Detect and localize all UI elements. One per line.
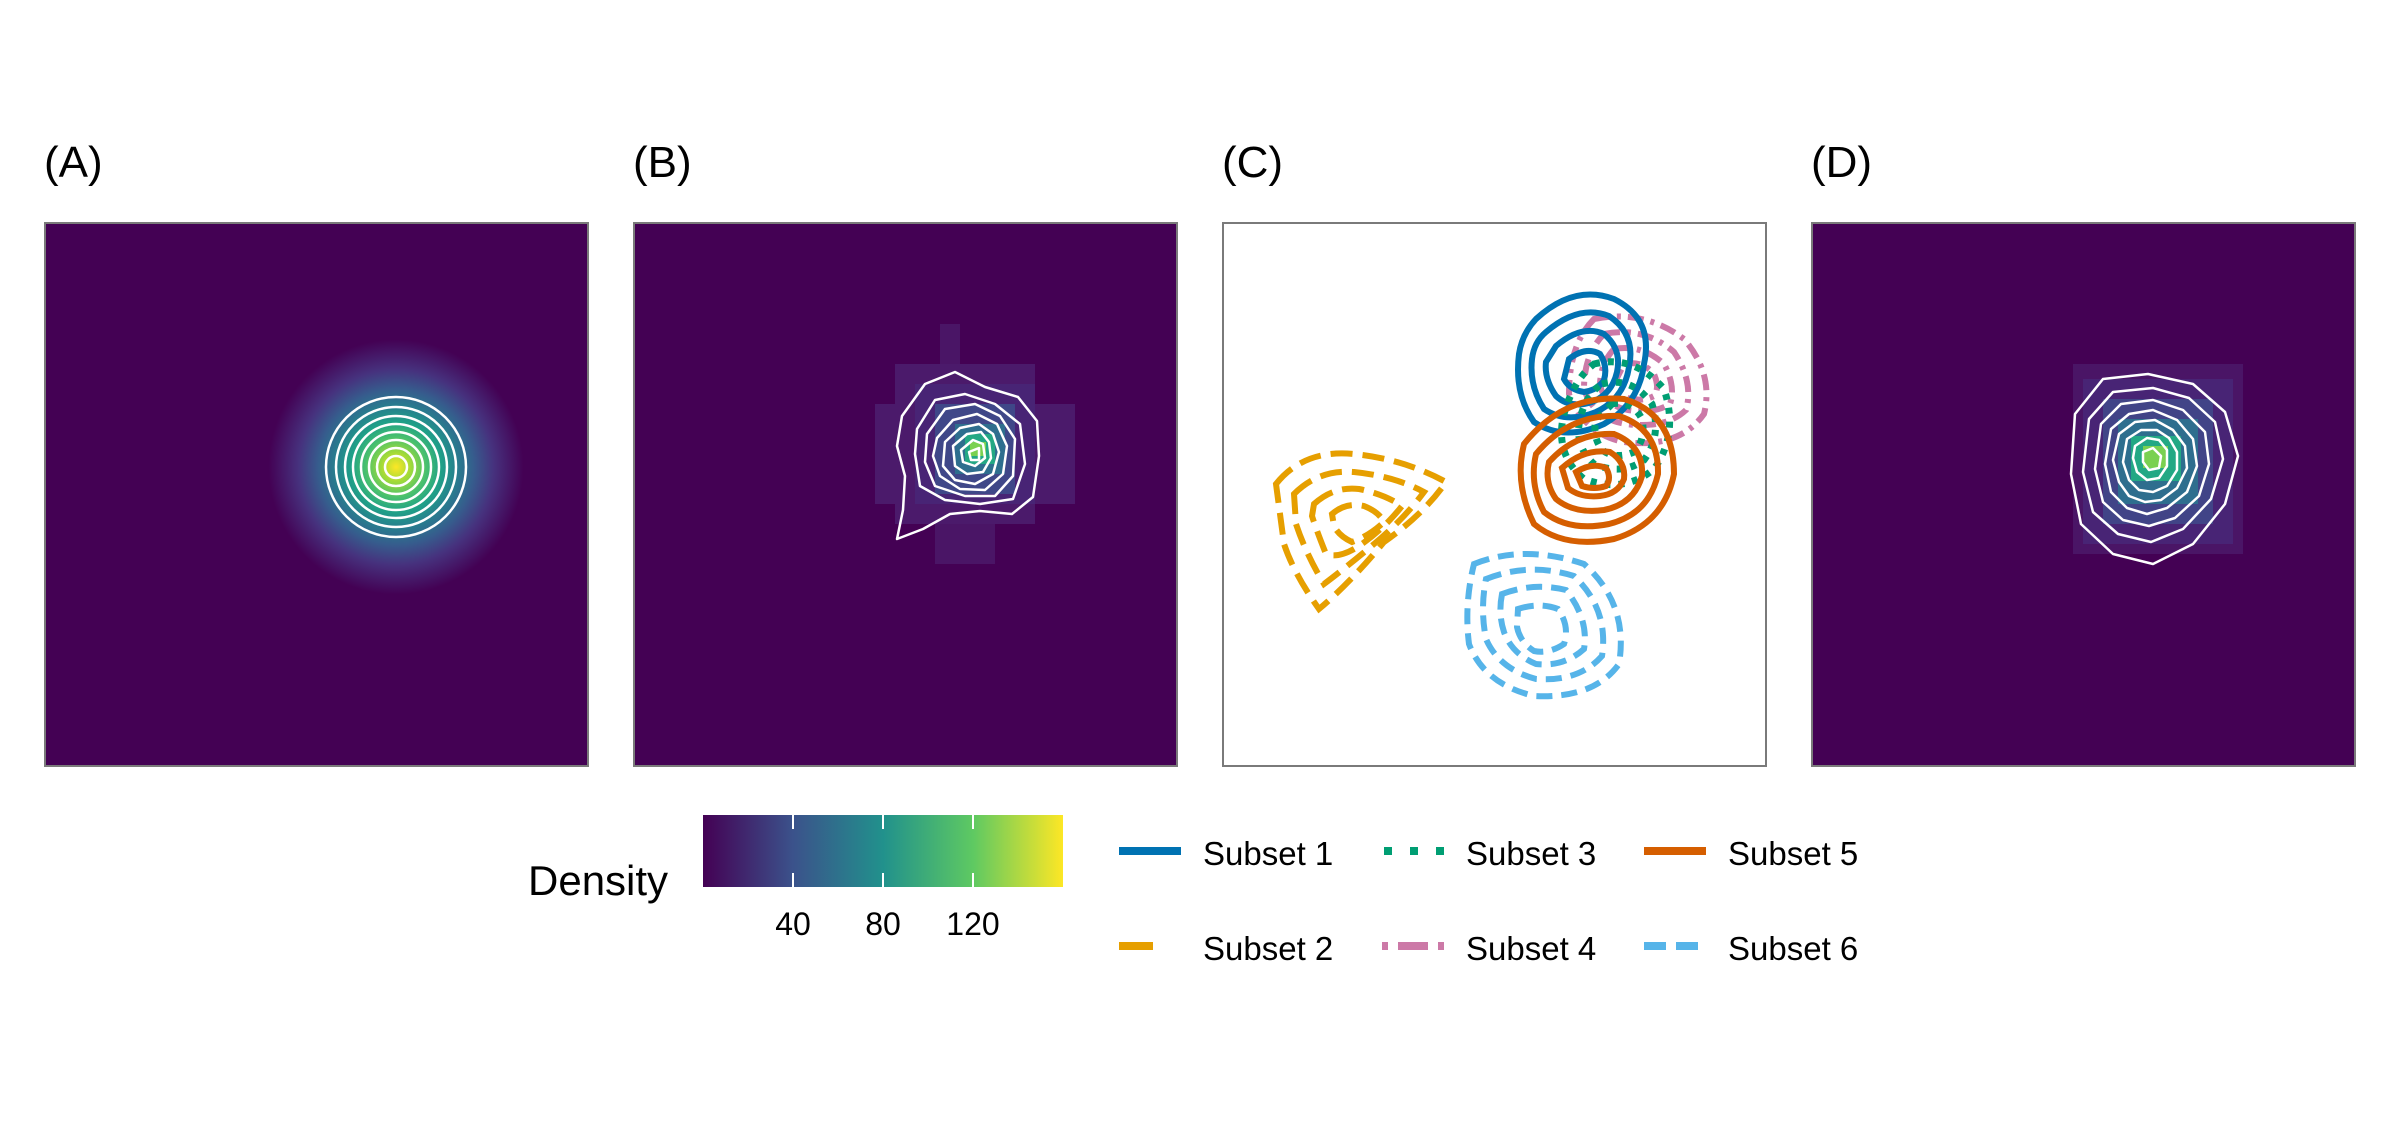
contour-lines: [324, 395, 468, 539]
colorbar-tick-label: 80: [865, 906, 901, 942]
contour-lines: [2069, 372, 2240, 566]
legend-label: Subset 5: [1728, 835, 1859, 872]
legend-label: Subset 6: [1728, 930, 1859, 967]
panel-a-density-plot: [44, 222, 589, 767]
density-tiles: [2073, 364, 2243, 554]
subset-2-contours: [1272, 450, 1451, 614]
legend-label: Subset 3: [1466, 835, 1597, 872]
legend-label: Subset 4: [1466, 930, 1597, 967]
legend-title: Density: [528, 857, 669, 904]
legend-label: Subset 1: [1203, 835, 1334, 872]
contour-lines: [895, 370, 1041, 541]
panel-label-a: (A): [44, 138, 103, 187]
legend-label: Subset 2: [1203, 930, 1334, 967]
density-surface: [246, 317, 546, 617]
colorbar-tick-label: 120: [946, 906, 1000, 942]
panel-label-c: (C): [1222, 138, 1284, 187]
subset-6-contours: [1464, 551, 1624, 700]
panel-label-b: (B): [633, 138, 692, 187]
panel-c-subset-contours: [1222, 222, 1767, 767]
colorbar-ticks: [792, 815, 974, 887]
panel-d-density-plot: [1811, 222, 2356, 767]
panel-b-density-plot: [633, 222, 1178, 767]
subset-5-contours: [1517, 395, 1678, 545]
density-colorbar: [703, 815, 1063, 887]
colorbar-tick-label: 40: [775, 906, 811, 942]
panel-label-d: (D): [1811, 138, 1873, 187]
